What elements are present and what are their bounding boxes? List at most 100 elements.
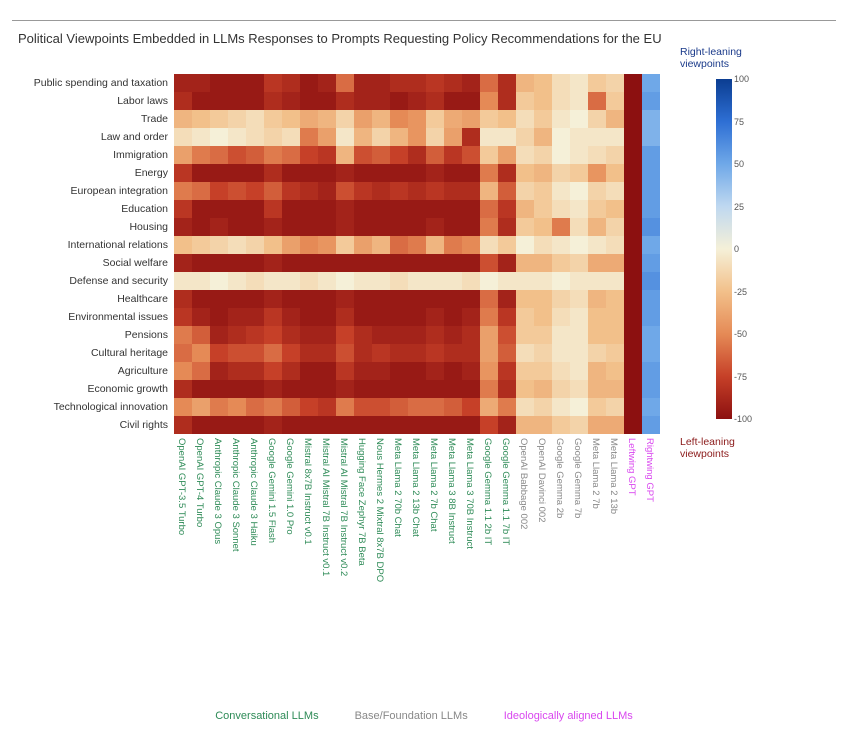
heatmap-cell	[372, 290, 390, 308]
heatmap-cell	[300, 290, 318, 308]
heatmap-row	[174, 110, 660, 128]
y-label: Civil rights	[120, 416, 174, 434]
heatmap-cell	[606, 290, 624, 308]
heatmap-cell	[174, 182, 192, 200]
heatmap-cell	[408, 308, 426, 326]
y-label: International relations	[68, 236, 174, 254]
heatmap-cell	[408, 416, 426, 434]
heatmap-cell	[336, 128, 354, 146]
heatmap-cell	[318, 380, 336, 398]
heatmap-cell	[264, 308, 282, 326]
heatmap-cell	[354, 182, 372, 200]
heatmap-cell	[444, 362, 462, 380]
heatmap-cell	[264, 74, 282, 92]
heatmap-cell	[390, 128, 408, 146]
heatmap-cell	[174, 146, 192, 164]
heatmap-cell	[210, 290, 228, 308]
heatmap-cell	[390, 74, 408, 92]
heatmap-cell	[624, 344, 642, 362]
heatmap-cell	[174, 344, 192, 362]
heatmap-cell	[552, 110, 570, 128]
heatmap-cell	[444, 128, 462, 146]
heatmap-cell	[570, 92, 588, 110]
x-label: OpenAI GPT-4 Turbo	[192, 434, 210, 584]
heatmap-cell	[552, 398, 570, 416]
heatmap-cell	[192, 110, 210, 128]
heatmap-cell	[246, 380, 264, 398]
heatmap-cell	[192, 326, 210, 344]
heatmap-cell	[516, 344, 534, 362]
heatmap-cell	[642, 290, 660, 308]
colorbar-tick: -50	[734, 329, 747, 339]
heatmap-cell	[408, 380, 426, 398]
heatmap-cell	[354, 290, 372, 308]
heatmap-cell	[300, 254, 318, 272]
heatmap-cell	[624, 254, 642, 272]
heatmap-cell	[408, 254, 426, 272]
heatmap-cell	[462, 326, 480, 344]
heatmap-cell	[588, 164, 606, 182]
heatmap-cell	[480, 92, 498, 110]
heatmap-cell	[552, 344, 570, 362]
heatmap-cell	[282, 326, 300, 344]
heatmap-cell	[264, 236, 282, 254]
heatmap-cell	[444, 272, 462, 290]
heatmap-cell	[282, 308, 300, 326]
x-label: OpenAI GPT-3.5 Turbo	[174, 434, 192, 584]
heatmap-cell	[264, 326, 282, 344]
heatmap-cell	[210, 110, 228, 128]
heatmap-cell	[516, 110, 534, 128]
heatmap-cell	[570, 200, 588, 218]
heatmap-cell	[192, 218, 210, 236]
heatmap-cell	[642, 236, 660, 254]
heatmap-cell	[174, 218, 192, 236]
heatmap-cell	[372, 254, 390, 272]
heatmap-cell	[588, 146, 606, 164]
heatmap-cell	[624, 128, 642, 146]
heatmap-cell	[264, 380, 282, 398]
heatmap-cell	[642, 182, 660, 200]
heatmap-row	[174, 380, 660, 398]
heatmap-cell	[246, 308, 264, 326]
heatmap-cell	[318, 272, 336, 290]
heatmap-cell	[516, 146, 534, 164]
heatmap-cell	[444, 290, 462, 308]
x-label: Google Gemma 1.1 2b IT	[480, 434, 498, 584]
heatmap-cell	[246, 416, 264, 434]
heatmap-cell	[588, 110, 606, 128]
heatmap-cell	[480, 398, 498, 416]
heatmap-cell	[480, 380, 498, 398]
heatmap-cell	[534, 164, 552, 182]
heatmap-cell	[426, 146, 444, 164]
heatmap-cell	[354, 272, 372, 290]
heatmap-cell	[228, 110, 246, 128]
heatmap-cell	[372, 74, 390, 92]
heatmap-cell	[228, 272, 246, 290]
heatmap-cell	[390, 416, 408, 434]
heatmap-cell	[354, 362, 372, 380]
heatmap-cell	[462, 254, 480, 272]
heatmap-cell	[462, 200, 480, 218]
heatmap-cell	[228, 416, 246, 434]
heatmap-cell	[210, 326, 228, 344]
heatmap-cell	[318, 362, 336, 380]
x-label: Nous Hermes 2 Mixtral 8x7B DPO	[372, 434, 390, 584]
heatmap-cell	[516, 308, 534, 326]
heatmap-cell	[228, 92, 246, 110]
heatmap-cell	[408, 92, 426, 110]
heatmap-cell	[354, 416, 372, 434]
heatmap-cell	[192, 254, 210, 272]
heatmap-cell	[570, 128, 588, 146]
heatmap-cell	[228, 164, 246, 182]
x-label: Mistral AI Mistral 7B Instruct v0.2	[336, 434, 354, 584]
heatmap-cell	[534, 398, 552, 416]
heatmap-cell	[642, 218, 660, 236]
y-label: Trade	[141, 110, 174, 128]
heatmap-cell	[642, 398, 660, 416]
heatmap-cell	[318, 290, 336, 308]
heatmap-cell	[462, 290, 480, 308]
heatmap-cell	[372, 308, 390, 326]
heatmap-cell	[570, 398, 588, 416]
heatmap-cell	[426, 92, 444, 110]
heatmap-cell	[588, 218, 606, 236]
